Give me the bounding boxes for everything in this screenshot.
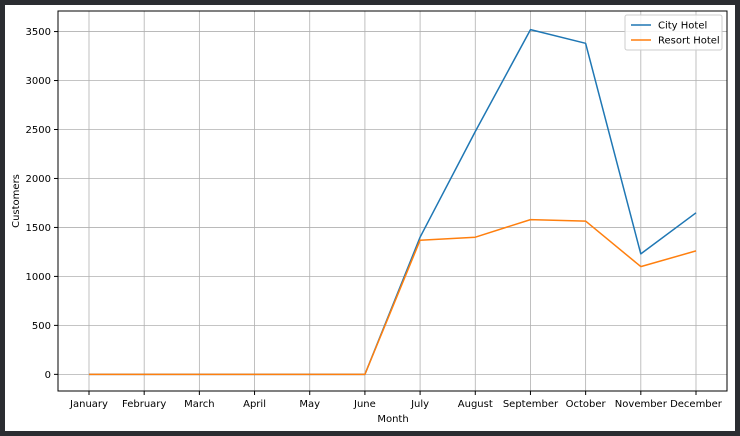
y-axis-ticks: 0 500 1000 1500 2000 2500 3000 3500 <box>26 27 58 381</box>
x-tick-label: August <box>458 399 493 410</box>
x-tick-label: March <box>184 399 214 410</box>
x-tick-label: July <box>410 399 429 410</box>
series-lines <box>89 28 697 376</box>
x-tick-label: May <box>299 399 320 410</box>
legend-label: City Hotel <box>658 21 707 32</box>
chart-frame: January February March April May June July Augu… <box>5 5 735 431</box>
y-tick-label: 1000 <box>26 272 51 283</box>
y-tick-label: 1500 <box>26 223 51 234</box>
legend-label: Resort Hotel <box>658 36 720 47</box>
series-line-resort-hotel <box>89 218 697 376</box>
x-tick-label: December <box>670 399 723 410</box>
y-axis-label: Customers <box>11 174 22 228</box>
x-tick-label: September <box>503 399 559 410</box>
x-axis-ticks: January February March April May June July Augu… <box>69 391 723 410</box>
y-tick-label: 3500 <box>26 27 51 38</box>
x-axis-label: Month <box>377 414 408 425</box>
series-line-city-hotel <box>89 28 697 376</box>
x-tick-label: January <box>69 399 108 410</box>
x-tick-label: November <box>615 399 668 410</box>
y-tick-label: 0 <box>45 370 51 381</box>
x-tick-label: February <box>122 399 166 410</box>
y-tick-label: 500 <box>32 321 51 332</box>
plot-area-border <box>57 10 728 392</box>
x-tick-label: October <box>566 399 607 410</box>
legend-box <box>624 14 723 51</box>
grid <box>58 11 727 391</box>
y-tick-label: 2500 <box>26 125 51 136</box>
line-chart: January February March April May June July Augu… <box>11 10 728 425</box>
x-tick-label: June <box>353 399 376 410</box>
legend: City Hotel Resort Hotel <box>624 14 723 51</box>
y-tick-label: 3000 <box>26 76 51 87</box>
x-tick-label: April <box>243 399 266 410</box>
y-tick-label: 2000 <box>26 174 51 185</box>
